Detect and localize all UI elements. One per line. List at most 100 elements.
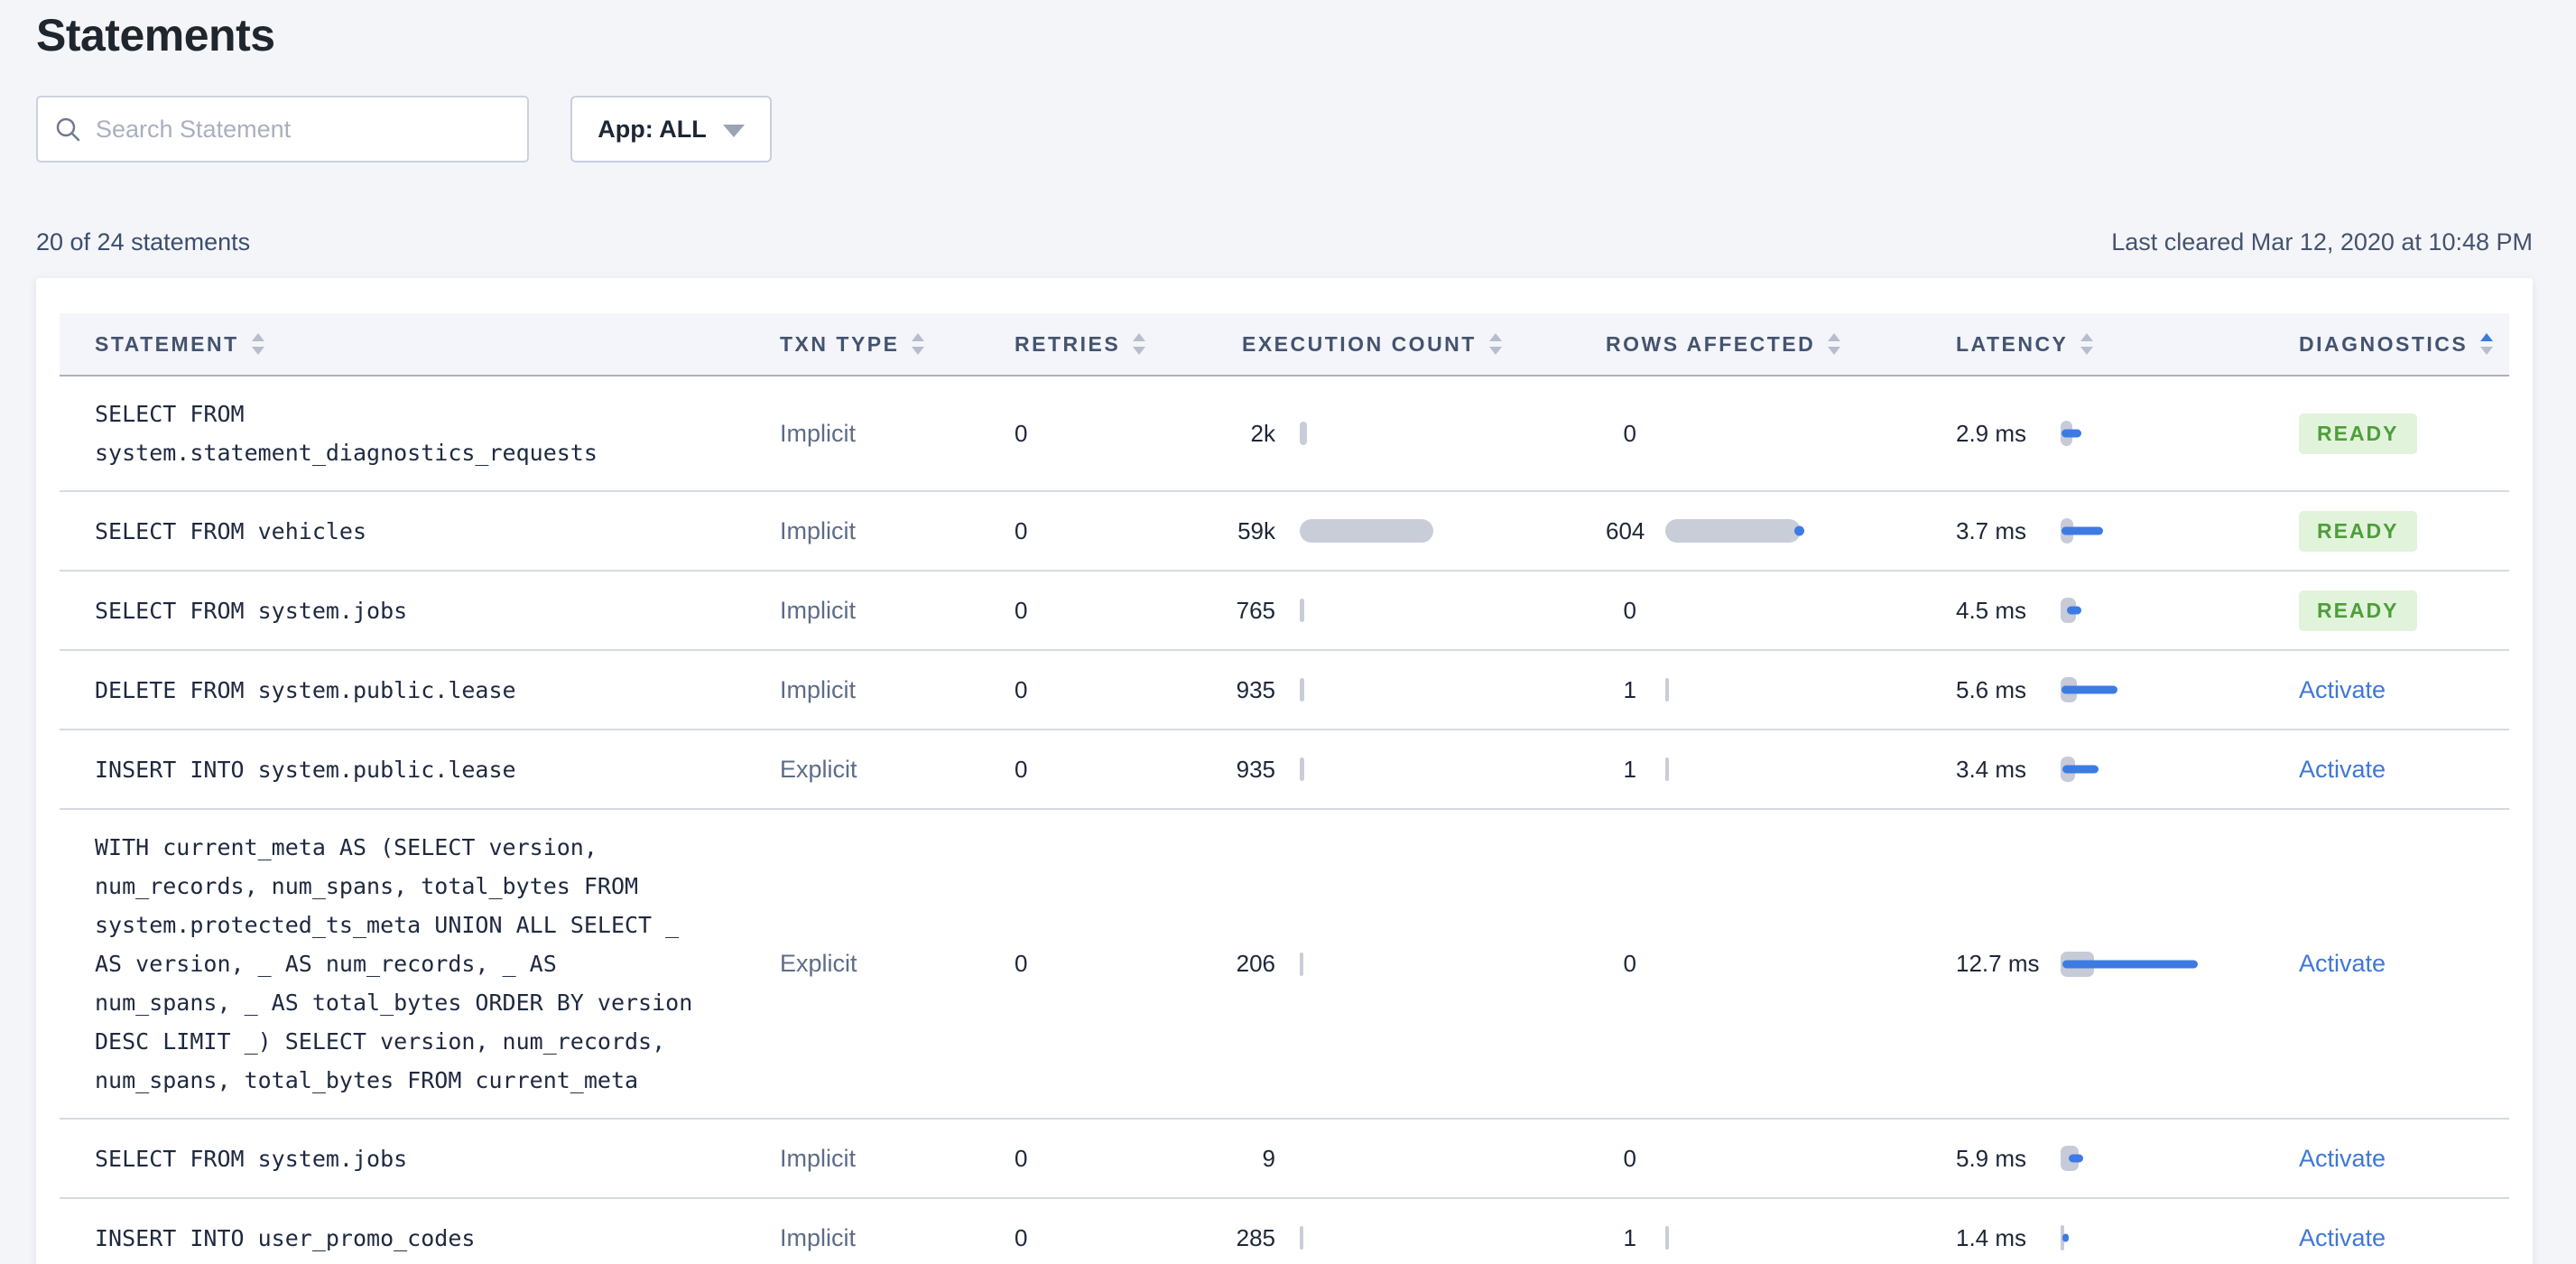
retries-value: 0 bbox=[1015, 1223, 1028, 1251]
execution-count-bar bbox=[1300, 519, 1433, 543]
retries-value: 0 bbox=[1015, 419, 1028, 447]
statement-link[interactable]: INSERT INTO user_promo_codes bbox=[95, 1224, 476, 1251]
sort-arrows-icon[interactable] bbox=[1488, 333, 1502, 355]
rows-affected-bar bbox=[1665, 757, 1669, 781]
sort-arrows-icon[interactable] bbox=[2480, 333, 2494, 355]
statement-link[interactable]: WITH current_meta AS (SELECT version, nu… bbox=[95, 834, 693, 1093]
search-box bbox=[36, 96, 529, 163]
execution-count-bar bbox=[1300, 422, 1307, 445]
meta-row: 20 of 24 statements Last cleared Mar 12,… bbox=[36, 226, 2533, 258]
col-header-txn-type[interactable]: TXN TYPE bbox=[749, 332, 984, 357]
execution-count-value: 9 bbox=[1262, 1144, 1275, 1172]
latency-value: 3.7 ms bbox=[1956, 516, 2027, 544]
latency-value: 2.9 ms bbox=[1956, 419, 2027, 447]
statement-link[interactable]: DELETE FROM system.public.lease bbox=[95, 676, 516, 703]
col-header-retries[interactable]: RETRIES bbox=[984, 332, 1209, 357]
search-input[interactable] bbox=[96, 115, 511, 144]
app-filter-dropdown[interactable]: App: ALL bbox=[570, 96, 772, 163]
table-row: SELECT FROM vehicles Implicit 0 59k 604 … bbox=[60, 492, 2509, 572]
sort-arrows-icon[interactable] bbox=[251, 333, 264, 355]
activate-diagnostics-link[interactable]: Activate bbox=[2299, 950, 2386, 977]
mean-dot bbox=[1794, 525, 1804, 536]
statement-link[interactable]: SELECT FROM system.statement_diagnostics… bbox=[95, 401, 598, 466]
statement-link[interactable]: SELECT FROM system.jobs bbox=[95, 597, 408, 624]
rows-affected-value: 0 bbox=[1623, 419, 1636, 447]
latency-value: 1.4 ms bbox=[1956, 1223, 2027, 1251]
retries-value: 0 bbox=[1015, 755, 1028, 783]
activate-diagnostics-link[interactable]: Activate bbox=[2299, 1144, 2386, 1172]
txn-type-value: Implicit bbox=[780, 1144, 857, 1172]
latency-bar bbox=[2062, 685, 2117, 694]
rows-affected-bar bbox=[1665, 519, 1804, 543]
execution-count-bar bbox=[1300, 678, 1304, 702]
sort-arrows-icon[interactable] bbox=[1828, 333, 1841, 355]
execution-count-value: 2k bbox=[1250, 419, 1275, 447]
latency-value: 12.7 ms bbox=[1956, 950, 2040, 977]
chevron-down-icon bbox=[722, 125, 745, 137]
retries-value: 0 bbox=[1015, 1144, 1028, 1172]
activate-diagnostics-link[interactable]: Activate bbox=[2299, 755, 2386, 783]
statements-table-card: STATEMENT TXN TYPE RETRIES EXECUTION COU… bbox=[36, 278, 2533, 1264]
table-row: SELECT FROM system.jobs Implicit 0 765 0… bbox=[60, 572, 2509, 651]
latency-value: 5.6 ms bbox=[1956, 675, 2027, 703]
retries-value: 0 bbox=[1015, 950, 1028, 977]
rows-affected-bar bbox=[1665, 1226, 1669, 1250]
diagnostics-ready-badge: READY bbox=[2299, 510, 2417, 552]
latency-bar bbox=[2062, 960, 2198, 968]
statement-link[interactable]: INSERT INTO system.public.lease bbox=[95, 756, 516, 783]
diagnostics-ready-badge: READY bbox=[2299, 590, 2417, 631]
txn-type-value: Implicit bbox=[780, 516, 857, 544]
table-row: SELECT FROM system.statement_diagnostics… bbox=[60, 376, 2509, 492]
latency-value: 3.4 ms bbox=[1956, 755, 2027, 783]
sort-arrows-icon[interactable] bbox=[1133, 333, 1146, 355]
activate-diagnostics-link[interactable]: Activate bbox=[2299, 1223, 2386, 1251]
rows-affected-value: 0 bbox=[1623, 1144, 1636, 1172]
statement-link[interactable]: SELECT FROM system.jobs bbox=[95, 1145, 408, 1172]
table-row: INSERT INTO system.public.lease Explicit… bbox=[60, 730, 2509, 810]
col-header-statement[interactable]: STATEMENT bbox=[60, 332, 749, 357]
latency-bar bbox=[2069, 1154, 2083, 1163]
app-filter-label: App: ALL bbox=[598, 115, 707, 143]
last-cleared-text: Last cleared Mar 12, 2020 at 10:48 PM bbox=[2111, 228, 2533, 256]
sort-arrows-icon[interactable] bbox=[2080, 333, 2094, 355]
execution-count-value: 765 bbox=[1236, 596, 1275, 624]
table-row: DELETE FROM system.public.lease Implicit… bbox=[60, 651, 2509, 730]
execution-count-bar bbox=[1300, 1226, 1303, 1250]
latency-bar bbox=[2062, 526, 2103, 535]
retries-value: 0 bbox=[1015, 675, 1028, 703]
statements-count: 20 of 24 statements bbox=[36, 228, 251, 256]
execution-count-value: 935 bbox=[1236, 675, 1275, 703]
rows-affected-value: 604 bbox=[1606, 516, 1645, 544]
activate-diagnostics-link[interactable]: Activate bbox=[2299, 675, 2386, 703]
execution-count-value: 285 bbox=[1236, 1223, 1275, 1251]
txn-type-value: Implicit bbox=[780, 596, 857, 624]
col-header-diagnostics[interactable]: DIAGNOSTICS bbox=[2299, 332, 2509, 357]
table-header-row: STATEMENT TXN TYPE RETRIES EXECUTION COU… bbox=[60, 313, 2509, 376]
latency-value: 5.9 ms bbox=[1956, 1144, 2027, 1172]
retries-value: 0 bbox=[1015, 516, 1028, 544]
sort-arrows-icon[interactable] bbox=[912, 333, 925, 355]
col-header-rows-affected[interactable]: ROWS AFFECTED bbox=[1606, 332, 1956, 357]
execution-count-value: 935 bbox=[1236, 755, 1275, 783]
table-row: SELECT FROM system.jobs Implicit 0 9 0 5… bbox=[60, 1120, 2509, 1199]
latency-bar bbox=[2067, 606, 2081, 615]
rows-affected-value: 1 bbox=[1623, 675, 1636, 703]
rows-affected-value: 0 bbox=[1623, 950, 1636, 977]
diagnostics-ready-badge: READY bbox=[2299, 413, 2417, 454]
col-header-latency[interactable]: LATENCY bbox=[1956, 332, 2299, 357]
col-header-execution-count[interactable]: EXECUTION COUNT bbox=[1209, 332, 1606, 357]
rows-affected-value: 1 bbox=[1623, 755, 1636, 783]
rows-affected-bar bbox=[1665, 678, 1669, 702]
execution-count-value: 59k bbox=[1237, 516, 1275, 544]
execution-count-bar bbox=[1300, 757, 1304, 781]
txn-type-value: Implicit bbox=[780, 675, 857, 703]
latency-bar bbox=[2062, 1233, 2069, 1242]
rows-affected-value: 1 bbox=[1623, 1223, 1636, 1251]
rows-affected-value: 0 bbox=[1623, 596, 1636, 624]
table-row: WITH current_meta AS (SELECT version, nu… bbox=[60, 810, 2509, 1120]
table-row: INSERT INTO user_promo_codes Implicit 0 … bbox=[60, 1199, 2509, 1264]
txn-type-value: Explicit bbox=[780, 755, 857, 783]
latency-bar bbox=[2062, 429, 2081, 438]
statement-link[interactable]: SELECT FROM vehicles bbox=[95, 517, 367, 544]
